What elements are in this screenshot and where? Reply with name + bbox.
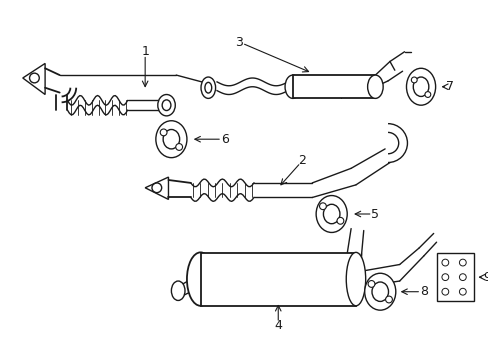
Ellipse shape <box>412 77 428 96</box>
Ellipse shape <box>364 273 395 310</box>
Bar <box>436 253 472 301</box>
Ellipse shape <box>175 144 182 150</box>
Ellipse shape <box>406 68 435 105</box>
Ellipse shape <box>371 282 387 301</box>
Ellipse shape <box>459 274 465 280</box>
Text: 3: 3 <box>235 36 243 49</box>
Ellipse shape <box>162 100 171 111</box>
Ellipse shape <box>459 288 465 295</box>
Ellipse shape <box>186 252 214 306</box>
Bar <box>292 75 375 98</box>
Ellipse shape <box>201 77 215 98</box>
Text: 7: 7 <box>445 80 453 93</box>
Ellipse shape <box>346 252 365 306</box>
Ellipse shape <box>441 274 448 280</box>
Ellipse shape <box>315 195 346 233</box>
Text: 8: 8 <box>419 285 427 298</box>
Bar <box>200 253 355 306</box>
Ellipse shape <box>367 280 374 287</box>
Ellipse shape <box>156 121 186 158</box>
Ellipse shape <box>160 129 167 136</box>
Text: 1: 1 <box>141 45 149 58</box>
Ellipse shape <box>163 130 179 149</box>
Ellipse shape <box>441 259 448 266</box>
Ellipse shape <box>323 204 339 224</box>
Ellipse shape <box>158 95 175 116</box>
Ellipse shape <box>336 217 343 224</box>
Ellipse shape <box>410 77 416 83</box>
Ellipse shape <box>367 75 383 98</box>
Text: 2: 2 <box>298 154 306 167</box>
Ellipse shape <box>441 288 448 295</box>
Text: 5: 5 <box>371 207 379 221</box>
Ellipse shape <box>285 75 300 98</box>
Text: 9: 9 <box>482 271 488 284</box>
Ellipse shape <box>204 82 211 93</box>
Ellipse shape <box>459 259 465 266</box>
Text: 4: 4 <box>274 319 282 332</box>
Ellipse shape <box>319 203 325 210</box>
Ellipse shape <box>385 296 391 303</box>
Ellipse shape <box>171 281 184 301</box>
Text: 6: 6 <box>221 133 228 146</box>
Ellipse shape <box>424 91 430 98</box>
